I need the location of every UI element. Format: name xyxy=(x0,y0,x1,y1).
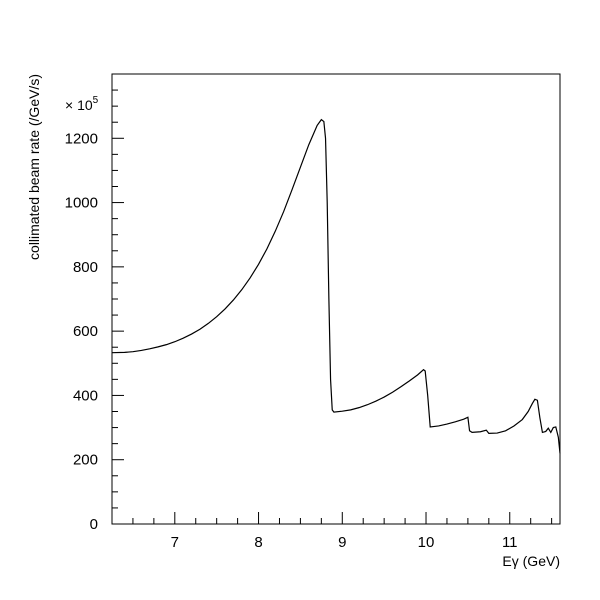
x-tick-label: 7 xyxy=(171,534,179,551)
series-line xyxy=(111,118,561,454)
x-axis-label: Eγ (GeV) xyxy=(502,553,560,569)
tick-labels: 7 8 9 10 11 0 200 400 600 800 1000 1200 xyxy=(65,130,518,551)
y-tick-label: 1000 xyxy=(65,195,98,212)
axis-ticks xyxy=(111,73,553,525)
y-tick-label: 800 xyxy=(73,259,98,276)
y-tick-label: 1200 xyxy=(65,130,98,147)
y-multiplier-exponent: 5 xyxy=(93,95,99,106)
plot-frame xyxy=(111,73,561,525)
y-axis-label: collimated beam rate (/GeV/s) xyxy=(26,74,42,260)
x-tick-label: 8 xyxy=(254,534,262,551)
y-tick-label: 400 xyxy=(73,387,98,404)
x-tick-label: 11 xyxy=(502,534,518,551)
x-tick-label: 9 xyxy=(338,534,346,551)
y-tick-label: 0 xyxy=(90,516,98,533)
y-tick-label: 600 xyxy=(73,323,98,340)
x-tick-label: 10 xyxy=(418,534,435,551)
y-tick-label: 200 xyxy=(73,452,98,469)
y-multiplier: × 105 xyxy=(65,95,99,113)
